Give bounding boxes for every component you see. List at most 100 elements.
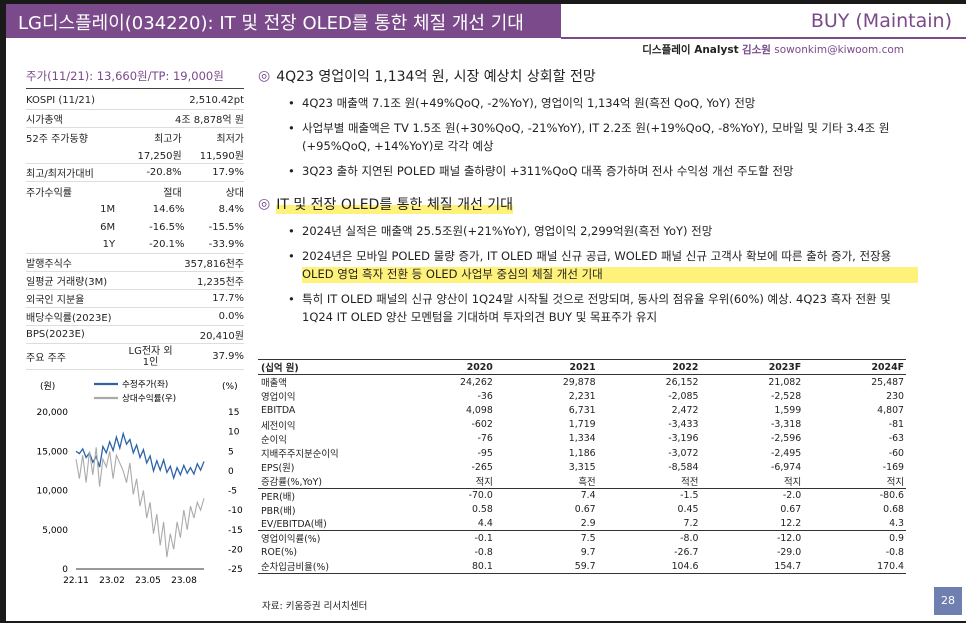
report-slide: LG디스플레이(034220): IT 및 전장 OLED를 통한 체질 개선 … (6, 4, 966, 621)
table-cell: 80.1 (471, 560, 493, 572)
x-tick: 23.08 (171, 576, 197, 586)
table-cell: -76 (477, 433, 493, 445)
bullet-item: • 4Q23 매출액 7.1조 원(+49%QoQ, -2%YoY), 영업이익 … (288, 96, 756, 110)
row-label: 영업이익률(%) (261, 534, 321, 546)
info-row: 발행주식수 357,816천주 (26, 254, 244, 272)
table-cell: 1,186 (568, 447, 596, 459)
return-row: 1Y -20.1% -33.9% (26, 236, 244, 254)
analyst-email: sowonkim@kiwoom.com (774, 44, 904, 56)
x-tick: 22.11 (63, 576, 89, 586)
table-cell: 2,472 (671, 404, 699, 416)
table-cell: 12.2 (780, 517, 802, 529)
bullet-icon: • (288, 249, 295, 263)
table-cell: 4,807 (877, 404, 905, 416)
table-cell: -8,584 (668, 461, 699, 473)
info-row: 52주 주가동향 최고가 최저가 (26, 133, 244, 145)
bullet-item: • 2024년 실적은 매출액 25.5조원(+21%YoY), 영업이익 2,2… (288, 224, 713, 238)
table-cell: 4.4 (477, 517, 493, 529)
table-cell: -0.8 (474, 546, 493, 558)
info-row: 배당수익률(2023E) 0.0% (26, 308, 244, 326)
table-cell: 154.7 (774, 560, 802, 572)
table-cell: -3,318 (770, 419, 802, 431)
y-tick-right: 10 (228, 428, 240, 438)
table-cell: -0.8 (885, 546, 905, 558)
table-cell: 7.4 (580, 490, 596, 502)
row-label: 매출액 (261, 378, 287, 390)
table-cell: 1,599 (774, 404, 802, 416)
table-cell: 1,719 (568, 419, 596, 431)
table-cell: 0.45 (677, 504, 699, 516)
bullet-item: • 사업부별 매출액은 TV 1.5조 원(+30%QoQ, -21%YoY), … (288, 121, 890, 153)
table-cell: -70.0 (468, 490, 493, 502)
y-tick-right: 15 (228, 408, 239, 418)
x-tick: 23.05 (135, 576, 161, 586)
table-row: EBITDA 4,098 6,731 2,472 1,599 4,807 (258, 403, 906, 417)
y-tick-right: 5 (228, 447, 234, 457)
table-row: PER(배) -70.0 7.4 -1.5 -2.0 -80.6 (258, 489, 906, 503)
info-row: 주가수익률 절대 상대 (26, 187, 244, 199)
analyst-team: 디스플레이 Analyst (642, 44, 739, 56)
series-line (75, 447, 205, 558)
financial-table: (십억 원) 2020 2021 2022 2023F 2024F 매출액 24,… (258, 359, 906, 574)
table-cell: -169 (882, 461, 905, 473)
table-cell: 6,731 (568, 404, 596, 416)
table-cell: -36 (477, 390, 493, 402)
row-label: EPS(원) (261, 463, 295, 475)
table-row: ROE(%) -0.8 9.7 -26.7 -29.0 -0.8 (258, 545, 906, 559)
bullet-icon: • (288, 224, 295, 238)
table-cell: -81 (888, 419, 905, 431)
table-cell: 24,262 (460, 376, 493, 388)
legend-label: 수정주가(좌) (122, 379, 168, 390)
section-heading: ◎ 4Q23 영업이익 1,134억 원, 시장 예상치 상회할 전망 (258, 68, 596, 85)
table-row: EV/EBITDA(배) 4.4 2.9 7.2 12.2 4.3 (258, 517, 906, 532)
rating: BUY (Maintain) (810, 10, 952, 32)
table-cell: -2,085 (668, 390, 699, 402)
return-row: 1M 14.6% 8.4% (100, 203, 244, 215)
info-row: 17,250원 11,590원 (26, 146, 244, 164)
row-label: EBITDA (261, 404, 296, 416)
table-body: 매출액 24,262 29,878 26,152 21,082 25,487 영업이익 -36… (258, 375, 906, 574)
table-cell: -0.1 (474, 532, 493, 544)
table-cell: 25,487 (871, 376, 905, 388)
page-number: 28 (934, 587, 962, 615)
section-heading: ◎ IT 및 전장 OLED를 통한 체질 개선 기대 (258, 194, 514, 214)
bullet-item: • 특히 IT OLED 패널의 신규 양산이 1Q24말 시작될 것으로 전망되… (288, 292, 891, 324)
table-cell: 흑전 (578, 476, 596, 488)
table-cell: -60 (888, 447, 905, 459)
y-tick-left: 10,000 (37, 487, 69, 497)
table-row: EPS(원) -265 3,315 -8,584 -6,974 -169 (258, 460, 906, 475)
y-tick-right: 0 (228, 467, 234, 477)
stock-price-chart: (원) (%) 수정주가(좌) 상대수익률(우) 20,000 15,000 10,000 5… (26, 376, 246, 594)
table-cell: -12.0 (776, 532, 802, 544)
table-cell: 7.5 (580, 532, 596, 544)
row-label: 영업이익 (261, 392, 296, 404)
y-tick-right: -15 (228, 526, 243, 536)
table-row: 매출액 24,262 29,878 26,152 21,082 25,487 (258, 375, 906, 390)
table-row: 순이익 -76 1,334 -3,196 -2,596 -63 (258, 432, 906, 446)
row-label: 순차입금비율(%) (261, 562, 329, 574)
legend-label: 상대수익률(우) (122, 392, 176, 404)
y-tick-right: -25 (228, 565, 243, 575)
bullet-icon: • (288, 164, 295, 178)
table-cell: 3,315 (568, 461, 596, 473)
bullet-icon: • (288, 96, 295, 110)
table-row: 지배주주지분순이익 -95 1,186 -3,072 -2,495 -60 (258, 446, 906, 461)
table-cell: -29.0 (776, 546, 802, 558)
return-row: 6M -16.5% -15.5% (100, 221, 244, 233)
info-row: 최고/최저가대비 -20.8% 17.9% (26, 164, 244, 182)
info-row: BPS(2023E) 20,410원 (26, 326, 244, 344)
info-row: 주요 주주 LG전자 외 1인 37.9% (26, 344, 244, 370)
header: LG디스플레이(034220): IT 및 전장 OLED를 통한 체질 개선 … (6, 4, 966, 39)
row-label: 세전이익 (261, 420, 296, 432)
y-tick-left: 5,000 (42, 526, 68, 536)
double-circle-icon: ◎ (258, 68, 271, 84)
table-cell: -2.0 (782, 490, 802, 502)
table-cell: 적지 (783, 476, 802, 488)
table-cell: -95 (477, 447, 493, 459)
source-note: 자료: 키움증권 리서치센터 (262, 601, 368, 612)
table-cell: -2,528 (770, 390, 802, 402)
table-cell: 230 (886, 390, 905, 402)
info-row: 외국인 지분율 17.7% (26, 290, 244, 308)
bullet-icon: • (288, 121, 295, 135)
table-cell: -63 (888, 433, 905, 445)
